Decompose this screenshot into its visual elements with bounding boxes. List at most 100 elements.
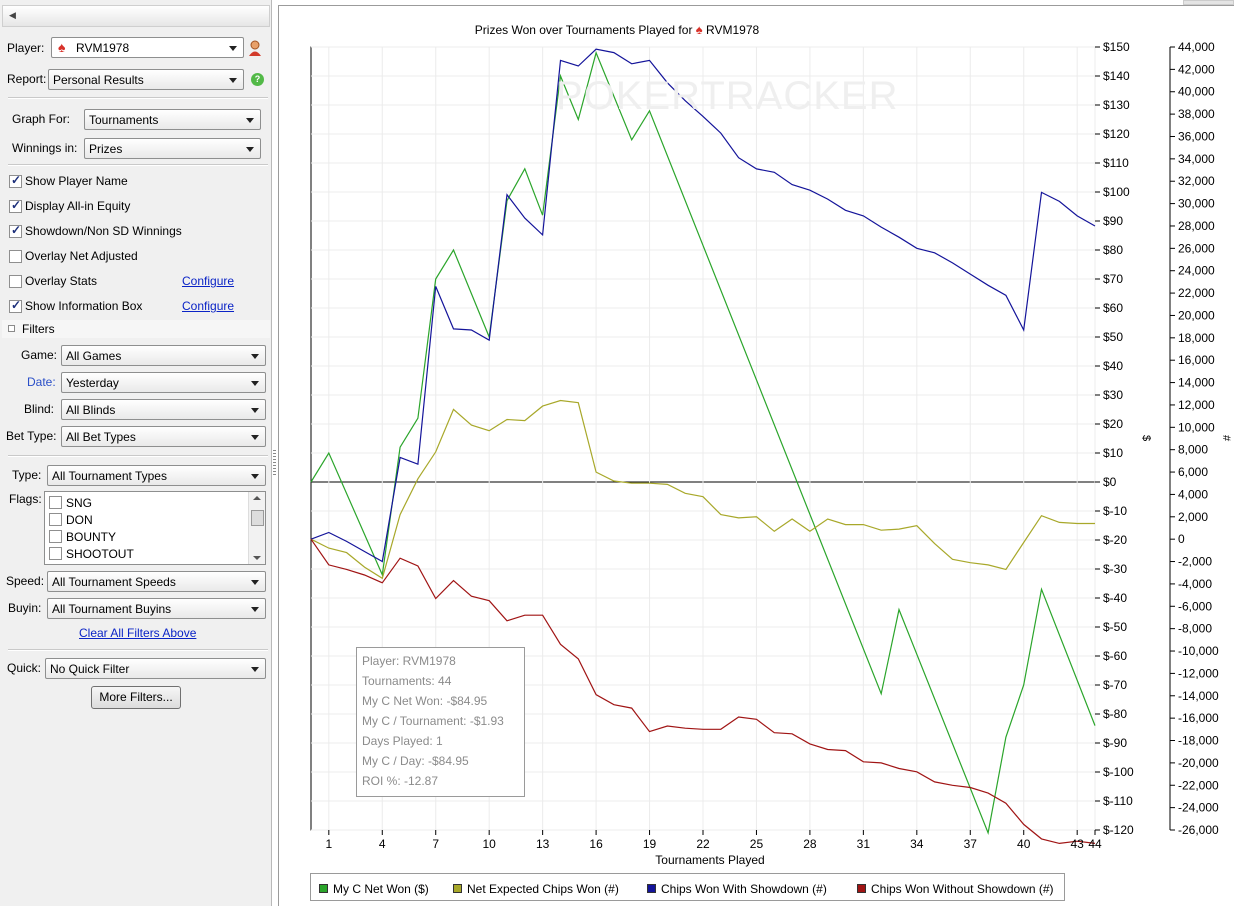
legend-label: Chips Won With Showdown (#) bbox=[661, 881, 827, 896]
y-chip-tick-label: 40,000 bbox=[1178, 85, 1215, 99]
help-icon[interactable]: ? bbox=[251, 73, 264, 86]
legend-item-net-won[interactable]: My C Net Won ($) bbox=[319, 881, 429, 896]
game-value: All Games bbox=[66, 349, 122, 363]
flag-item[interactable]: SNG bbox=[49, 495, 92, 510]
y-dollar-tick-label: $20 bbox=[1103, 417, 1123, 431]
tournament-type-select[interactable]: All Tournament Types bbox=[47, 465, 266, 486]
y-chip-tick-label: -8,000 bbox=[1178, 622, 1212, 636]
series-line bbox=[310, 538, 1096, 845]
flag-checkbox[interactable] bbox=[49, 496, 62, 510]
show-info-box-checkbox[interactable]: ✓ bbox=[9, 298, 22, 313]
legend-label: My C Net Won ($) bbox=[333, 881, 429, 896]
x-tick-label: 31 bbox=[857, 837, 871, 851]
chart-title: Prizes Won over Tournaments Played for ♠… bbox=[0, 22, 1234, 37]
chart-axes: $150$140$130$120$110$100$90$80$70$60$50$… bbox=[325, 40, 1219, 851]
y-chip-tick-label: 28,000 bbox=[1178, 219, 1215, 233]
collapse-panel-bar[interactable]: ◀ bbox=[2, 5, 270, 27]
y-dollar-tick-label: $50 bbox=[1103, 330, 1123, 344]
configure-info-box-link[interactable]: Configure bbox=[182, 299, 235, 313]
more-filters-button[interactable]: More Filters... bbox=[91, 686, 181, 709]
x-tick-label: 1 bbox=[325, 837, 332, 851]
x-tick-label: 25 bbox=[750, 837, 764, 851]
y-chip-tick-label: 6,000 bbox=[1178, 465, 1208, 479]
graph-for-value: Tournaments bbox=[89, 113, 159, 127]
blind-value: All Blinds bbox=[66, 403, 116, 417]
speed-value: All Tournament Speeds bbox=[52, 575, 176, 589]
player-label: Player: bbox=[7, 41, 45, 55]
y-chip-tick-label: 0 bbox=[1178, 532, 1185, 546]
player-select[interactable]: ♠ RVM1978 bbox=[51, 37, 244, 58]
quick-filter-select[interactable]: No Quick Filter bbox=[45, 658, 266, 679]
y-axis-left-label: $ bbox=[1140, 434, 1153, 442]
chevron-down-icon bbox=[251, 408, 259, 413]
date-label[interactable]: Date: bbox=[27, 375, 56, 389]
game-select[interactable]: All Games bbox=[61, 345, 266, 366]
legend-swatch bbox=[319, 884, 328, 894]
chevron-down-icon bbox=[251, 667, 259, 672]
configure-overlay-stats-link[interactable]: Configure bbox=[182, 274, 235, 288]
y-dollar-tick-label: $-110 bbox=[1103, 794, 1133, 808]
flag-checkbox[interactable] bbox=[49, 513, 62, 527]
legend-item-with-showdown[interactable]: Chips Won With Showdown (#) bbox=[647, 881, 827, 896]
flag-label: SHOOTOUT bbox=[66, 546, 134, 561]
flag-checkbox[interactable] bbox=[49, 547, 62, 561]
flags-scrollbar[interactable] bbox=[248, 492, 265, 564]
report-select[interactable]: Personal Results bbox=[48, 69, 244, 90]
checkmark-icon: ✓ bbox=[11, 173, 22, 187]
info-roi: ROI %: -12.87 bbox=[362, 774, 439, 788]
chevron-down-icon bbox=[251, 474, 259, 479]
legend-item-expected-chips[interactable]: Net Expected Chips Won (#) bbox=[453, 881, 619, 896]
showdown-winnings-checkbox[interactable]: ✓ bbox=[9, 223, 22, 238]
buyin-value: All Tournament Buyins bbox=[52, 602, 172, 616]
info-player: Player: RVM1978 bbox=[362, 654, 456, 668]
scroll-up-icon[interactable] bbox=[253, 496, 261, 500]
y-dollar-tick-label: $-100 bbox=[1103, 765, 1134, 779]
flag-item[interactable]: DON bbox=[49, 512, 93, 527]
info-per-day: My C / Day: -$84.95 bbox=[362, 754, 469, 768]
legend-swatch bbox=[647, 884, 656, 894]
report-value: Personal Results bbox=[53, 73, 144, 87]
scroll-down-icon[interactable] bbox=[253, 556, 261, 560]
y-chip-tick-label: -4,000 bbox=[1178, 577, 1212, 591]
date-select[interactable]: Yesterday bbox=[61, 372, 266, 393]
flags-list[interactable]: SNG DON BOUNTY SHOOTOUT bbox=[44, 491, 266, 565]
panel-splitter[interactable] bbox=[273, 450, 276, 476]
legend-label: Net Expected Chips Won (#) bbox=[467, 881, 619, 896]
show-player-name-label: Show Player Name bbox=[25, 174, 128, 188]
game-label: Game: bbox=[21, 348, 58, 362]
flag-checkbox[interactable] bbox=[49, 530, 62, 544]
tournament-type-value: All Tournament Types bbox=[52, 469, 167, 483]
y-chip-tick-label: 38,000 bbox=[1178, 107, 1215, 121]
player-person-icon[interactable] bbox=[248, 40, 262, 56]
legend-item-without-showdown[interactable]: Chips Won Without Showdown (#) bbox=[857, 881, 1054, 896]
y-chip-tick-label: -20,000 bbox=[1178, 756, 1219, 770]
y-chip-tick-label: 18,000 bbox=[1178, 331, 1215, 345]
y-dollar-tick-label: $110 bbox=[1103, 156, 1129, 170]
divider bbox=[8, 455, 268, 457]
y-chip-tick-label: -26,000 bbox=[1178, 823, 1219, 837]
scroll-thumb[interactable] bbox=[251, 510, 264, 526]
filters-header-label: Filters bbox=[22, 322, 55, 336]
info-days-played: Days Played: 1 bbox=[362, 734, 443, 748]
flag-item[interactable]: SHOOTOUT bbox=[49, 546, 134, 561]
overlay-net-adjusted-checkbox[interactable] bbox=[9, 250, 22, 263]
graph-for-select[interactable]: Tournaments bbox=[84, 109, 261, 130]
chart-legend: My C Net Won ($) Net Expected Chips Won … bbox=[310, 873, 1065, 901]
flag-item[interactable]: BOUNTY bbox=[49, 529, 116, 544]
filters-header[interactable]: Filters bbox=[2, 320, 270, 338]
blind-select[interactable]: All Blinds bbox=[61, 399, 266, 420]
clear-filters-link[interactable]: Clear All Filters Above bbox=[79, 626, 197, 640]
display-allin-equity-checkbox[interactable]: ✓ bbox=[9, 198, 22, 213]
y-dollar-tick-label: $-10 bbox=[1103, 504, 1127, 518]
spade-icon: ♠ bbox=[695, 22, 703, 37]
showdown-winnings-label: Showdown/Non SD Winnings bbox=[25, 224, 182, 238]
date-value: Yesterday bbox=[66, 376, 119, 390]
winnings-in-select[interactable]: Prizes bbox=[84, 138, 261, 159]
overlay-stats-checkbox[interactable] bbox=[9, 275, 22, 288]
show-player-name-checkbox[interactable]: ✓ bbox=[9, 173, 22, 188]
y-dollar-tick-label: $90 bbox=[1103, 214, 1123, 228]
buyin-select[interactable]: All Tournament Buyins bbox=[47, 598, 266, 619]
speed-select[interactable]: All Tournament Speeds bbox=[47, 571, 266, 592]
bet-type-select[interactable]: All Bet Types bbox=[61, 426, 266, 447]
